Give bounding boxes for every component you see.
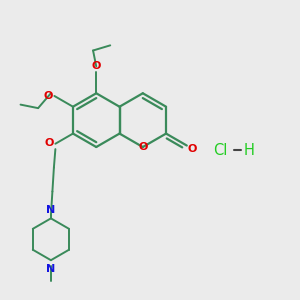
Text: O: O — [188, 144, 197, 154]
Text: H: H — [244, 142, 255, 158]
Text: O: O — [43, 91, 52, 101]
Text: N: N — [46, 264, 56, 274]
Text: O: O — [138, 142, 148, 152]
Text: Cl: Cl — [213, 142, 227, 158]
Text: N: N — [46, 205, 56, 215]
Text: O: O — [44, 138, 54, 148]
Text: O: O — [92, 61, 101, 70]
